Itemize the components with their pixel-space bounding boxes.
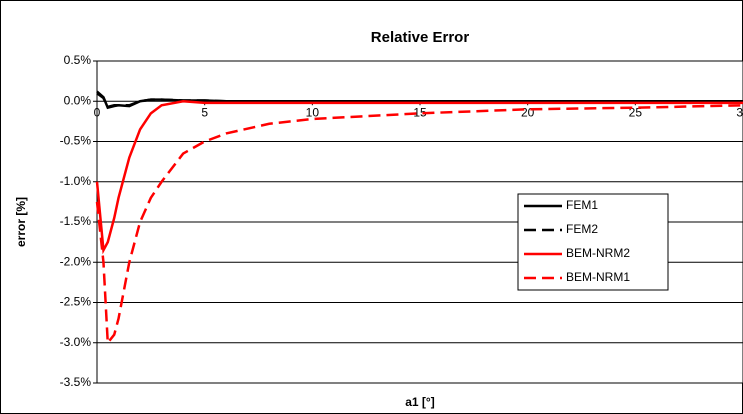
x-tick-label: 5: [201, 105, 208, 119]
y-axis-label: error [%]: [14, 197, 28, 247]
legend-label: BEM-NRM1: [566, 270, 630, 284]
series-line: [96, 92, 743, 109]
y-tick-label: -2.5%: [60, 295, 92, 309]
legend: FEM1 FEM2 BEM-NRM2 BEM-NRM1: [517, 193, 669, 291]
series-line: [95, 99, 743, 255]
legend-label: BEM-NRM2: [566, 246, 630, 260]
y-tick-label: -1.5%: [60, 214, 92, 228]
y-tick-label: -3.5%: [60, 375, 92, 389]
y-tick-label: -1.0%: [60, 174, 92, 188]
y-tick-label: -0.5%: [60, 134, 92, 148]
legend-label: FEM1: [566, 198, 598, 212]
legend-label: FEM2: [566, 222, 598, 236]
y-tick-label: 0.0%: [64, 93, 92, 107]
x-tick-label: 10: [306, 105, 320, 119]
legend-box: [517, 193, 669, 291]
x-tick-label: 0: [94, 105, 101, 119]
x-tick-label: 15: [413, 105, 427, 119]
y-tick-label: -3.0%: [60, 335, 92, 349]
x-tick-label: 30: [736, 105, 743, 119]
x-tick-label: 20: [521, 105, 535, 119]
y-tick-label: 0.5%: [64, 53, 92, 67]
series-line: [95, 104, 743, 347]
y-tick-label: -2.0%: [60, 254, 92, 268]
x-axis-label: a1 [°]: [405, 395, 434, 409]
chart-title: Relative Error: [371, 29, 470, 46]
